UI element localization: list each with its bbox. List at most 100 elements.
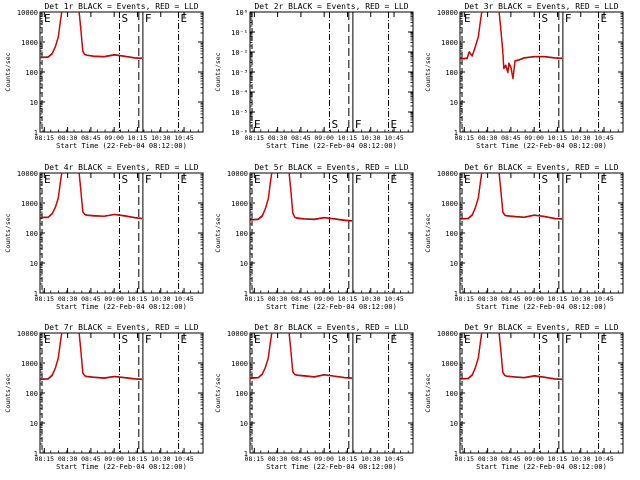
x-axis-label: Start Time (22-Feb-04 08:12:00): [476, 463, 607, 471]
y-tick-label: 10⁻⁴: [231, 89, 248, 97]
event-marker-label: S: [331, 333, 338, 346]
lld-series-line: [250, 173, 352, 222]
event-marker-label: E: [391, 333, 398, 346]
y-tick-label: 1: [244, 450, 248, 458]
x-axis-label: Start Time (22-Feb-04 08:12:00): [56, 463, 187, 471]
x-tick-label: 09:00: [314, 295, 334, 303]
x-tick-label: 09:00: [524, 295, 544, 303]
x-tick-label: 09:00: [524, 455, 544, 463]
event-marker-label: F: [565, 12, 572, 25]
x-axis-label: Start Time (22-Feb-04 08:12:00): [266, 142, 397, 150]
lld-series-line: [40, 12, 142, 60]
event-marker-label: E: [464, 12, 471, 25]
y-tick-label: 100: [25, 69, 38, 77]
x-tick-label: 10:15: [128, 455, 148, 463]
y-tick-label: 1000: [21, 39, 38, 47]
x-axis-label: Start Time (22-Feb-04 08:12:00): [476, 303, 607, 311]
detector-panel-9: Det 9r BLACK = Events, RED = LLD 1 10 100 10…: [424, 323, 624, 471]
event-marker-label: E: [44, 173, 51, 186]
x-tick-label: 08:15: [35, 295, 55, 303]
x-tick-label: 10:15: [338, 295, 358, 303]
y-tick-label: 1: [244, 290, 248, 298]
x-tick-label: 10:45: [174, 455, 194, 463]
event-marker-label: E: [44, 12, 51, 25]
y-tick-label: 10: [30, 99, 38, 107]
y-tick-label: 10: [30, 260, 38, 268]
series-group: [250, 173, 352, 222]
x-tick-label: 10:45: [594, 295, 614, 303]
event-marker-label: E: [601, 12, 608, 25]
lld-series-line: [250, 333, 352, 379]
y-tick-label: 1000: [441, 360, 458, 368]
event-marker-label: F: [145, 333, 152, 346]
event-marker-label: F: [355, 333, 362, 346]
panel-title: Det 2r BLACK = Events, RED = LLD: [254, 2, 408, 11]
event-marker-label: E: [391, 173, 398, 186]
y-tick-label: 1: [34, 290, 38, 298]
x-tick-label: 08:45: [501, 455, 521, 463]
y-tick-label: 10000: [437, 330, 458, 338]
lld-series-line: [460, 173, 562, 220]
detector-panel-8: Det 8r BLACK = Events, RED = LLD 1 10 100 10…: [214, 323, 414, 471]
panel-title: Det 4r BLACK = Events, RED = LLD: [44, 163, 198, 172]
x-tick-label: 09:00: [104, 455, 124, 463]
x-tick-label: 10:15: [548, 295, 568, 303]
event-marker-label: S: [541, 333, 548, 346]
x-axis-label: Start Time (22-Feb-04 08:12:00): [56, 142, 187, 150]
panel-title: Det 3r BLACK = Events, RED = LLD: [464, 2, 618, 11]
x-tick-label: 10:30: [571, 295, 591, 303]
x-axis-label: Start Time (22-Feb-04 08:12:00): [56, 303, 187, 311]
x-tick-label: 09:00: [524, 134, 544, 142]
x-tick-label: 10:30: [571, 134, 591, 142]
x-tick-label: 08:30: [58, 295, 78, 303]
y-tick-label: 100: [445, 390, 458, 398]
y-tick-label: 1: [454, 129, 458, 137]
x-tick-label: 08:45: [291, 295, 311, 303]
event-marker-label: F: [355, 118, 362, 131]
panel-title: Det 7r BLACK = Events, RED = LLD: [44, 323, 198, 332]
x-tick-label: 08:45: [81, 295, 101, 303]
y-tick-label: 1000: [21, 200, 38, 208]
y-axis-label: Counts/sec: [214, 373, 222, 412]
x-tick-label: 10:30: [151, 134, 171, 142]
y-tick-label: 10⁻²: [231, 49, 248, 57]
y-tick-label: 100: [445, 230, 458, 238]
x-tick-label: 10:45: [594, 455, 614, 463]
y-axis-label: Counts/sec: [424, 52, 432, 91]
x-tick-label: 09:00: [314, 134, 334, 142]
x-tick-label: 08:15: [35, 134, 55, 142]
detector-panel-2: Det 2r BLACK = Events, RED = LLD 10⁻⁶ 10⁻⁵…: [214, 2, 414, 150]
y-axis-label: Counts/sec: [4, 213, 12, 252]
y-tick-label: 1000: [441, 39, 458, 47]
y-axis-label: Counts/sec: [424, 373, 432, 412]
x-tick-label: 10:15: [338, 134, 358, 142]
event-marker-label: F: [565, 333, 572, 346]
series-group: [460, 12, 562, 80]
x-tick-label: 10:30: [361, 455, 381, 463]
x-tick-label: 08:45: [501, 295, 521, 303]
y-tick-label: 10000: [17, 330, 38, 338]
y-axis-label: Counts/sec: [214, 213, 222, 252]
series-group: [40, 12, 142, 60]
detector-panel-3: Det 3r BLACK = Events, RED = LLD 1 10 100 10…: [424, 2, 624, 150]
y-tick-label: 10⁻³: [231, 69, 248, 77]
y-tick-label: 10000: [437, 170, 458, 178]
panel-title: Det 1r BLACK = Events, RED = LLD: [44, 2, 198, 11]
series-group: [250, 333, 352, 379]
series-group: [460, 333, 562, 381]
detector-panel-6: Det 6r BLACK = Events, RED = LLD 1 10 100 10…: [424, 163, 624, 311]
x-tick-label: 10:30: [361, 295, 381, 303]
x-tick-label: 08:45: [81, 134, 101, 142]
y-tick-label: 10000: [227, 330, 248, 338]
lld-series-line: [460, 12, 562, 80]
x-tick-label: 08:45: [501, 134, 521, 142]
x-tick-label: 10:15: [128, 295, 148, 303]
y-tick-label: 10⁰: [235, 9, 248, 17]
x-axis-label: Start Time (22-Feb-04 08:12:00): [476, 142, 607, 150]
x-tick-label: 08:30: [478, 455, 498, 463]
x-tick-label: 08:45: [291, 455, 311, 463]
x-tick-label: 10:45: [384, 455, 404, 463]
x-tick-label: 08:30: [268, 134, 288, 142]
event-marker-label: S: [331, 173, 338, 186]
